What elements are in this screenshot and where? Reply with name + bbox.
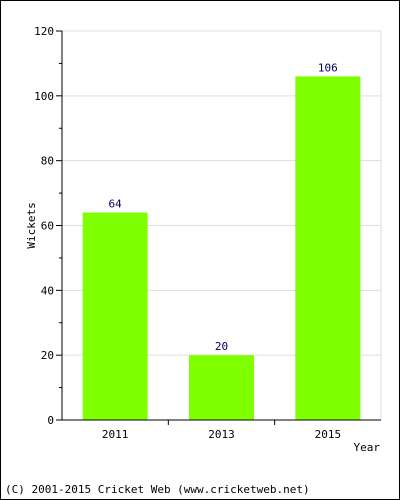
bar-2013 <box>189 355 254 420</box>
bars <box>82 76 361 420</box>
y-tick-label: 60 <box>41 220 54 233</box>
y-tick-label: 120 <box>34 25 54 38</box>
x-axis-title: Year <box>354 441 381 454</box>
y-tick-label: 40 <box>41 284 54 297</box>
labels: 0 20 40 60 80 100 120 64 2011 20 2013 106 2015 <box>34 25 341 441</box>
x-tick-label: 2015 <box>315 428 342 441</box>
x-tick-label: 2011 <box>102 428 129 441</box>
data-label: 64 <box>109 198 123 211</box>
data-label: 106 <box>318 61 338 74</box>
y-tick-label: 100 <box>34 90 54 103</box>
bar-2011 <box>82 212 148 420</box>
y-tick-label: 80 <box>41 155 54 168</box>
axes <box>56 30 381 425</box>
data-label: 20 <box>215 340 228 353</box>
y-tick-label: 20 <box>41 349 54 362</box>
bar-2015 <box>295 76 361 420</box>
copyright-footer: (C) 2001-2015 Cricket Web (www.cricketwe… <box>5 483 310 496</box>
y-tick-label: 0 <box>47 414 54 427</box>
y-axis-title: Wickets <box>25 202 38 248</box>
x-tick-label: 2013 <box>208 428 235 441</box>
bar-chart: 0 20 40 60 80 100 120 64 2011 20 2013 106 2015 Wicke… <box>25 25 382 454</box>
